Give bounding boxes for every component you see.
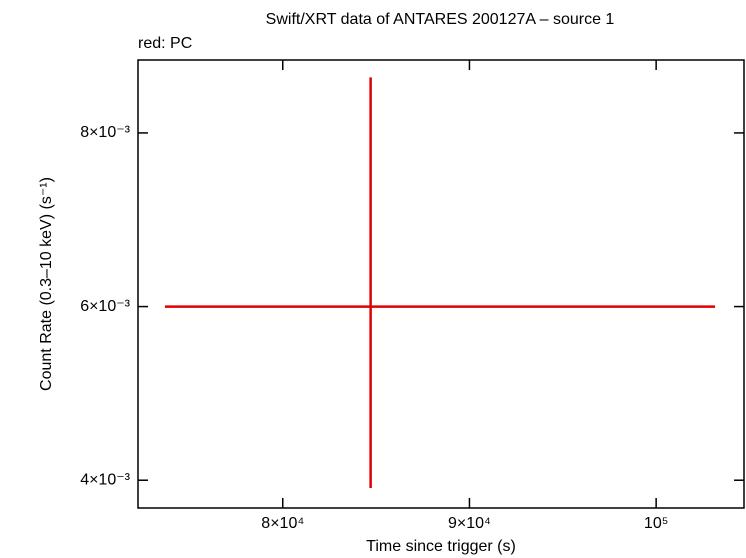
x-tick-label: 8×10⁴	[261, 515, 304, 532]
x-tick-label: 9×10⁴	[448, 515, 491, 532]
chart-subtitle: red: PC	[138, 35, 192, 52]
x-tick-label: 10⁵	[644, 515, 668, 532]
y-axis-label: Count Rate (0.3–10 keV) (s⁻¹)	[38, 177, 55, 391]
y-tick-label: 8×10⁻³	[80, 124, 130, 141]
plot-frame	[137, 59, 745, 509]
x-axis-label: Time since trigger (s)	[366, 538, 516, 555]
y-tick-label: 4×10⁻³	[80, 471, 130, 488]
y-tick-label: 6×10⁻³	[80, 298, 130, 315]
chart-title: Swift/XRT data of ANTARES 200127A – sour…	[266, 11, 615, 28]
